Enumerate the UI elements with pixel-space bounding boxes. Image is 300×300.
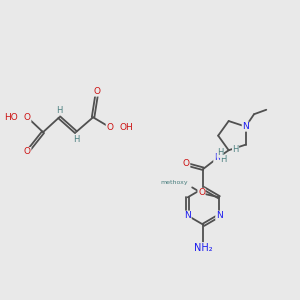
Text: OH: OH <box>119 123 133 132</box>
Text: N: N <box>216 211 223 220</box>
Text: methoxy: methoxy <box>160 180 188 185</box>
Text: O: O <box>106 123 113 132</box>
Text: O: O <box>24 148 31 157</box>
Text: H: H <box>232 145 239 154</box>
Text: H: H <box>217 148 223 158</box>
Text: N: N <box>242 122 249 131</box>
Text: HO: HO <box>4 113 18 122</box>
Text: O: O <box>198 188 205 197</box>
Text: O: O <box>183 159 190 168</box>
Text: H: H <box>56 106 62 115</box>
Text: N: N <box>214 153 220 162</box>
Text: H: H <box>220 155 227 164</box>
Text: N: N <box>184 211 191 220</box>
Text: O: O <box>24 113 31 122</box>
Text: O: O <box>93 87 100 96</box>
Text: NH₂: NH₂ <box>194 243 213 253</box>
Text: H: H <box>73 135 79 144</box>
